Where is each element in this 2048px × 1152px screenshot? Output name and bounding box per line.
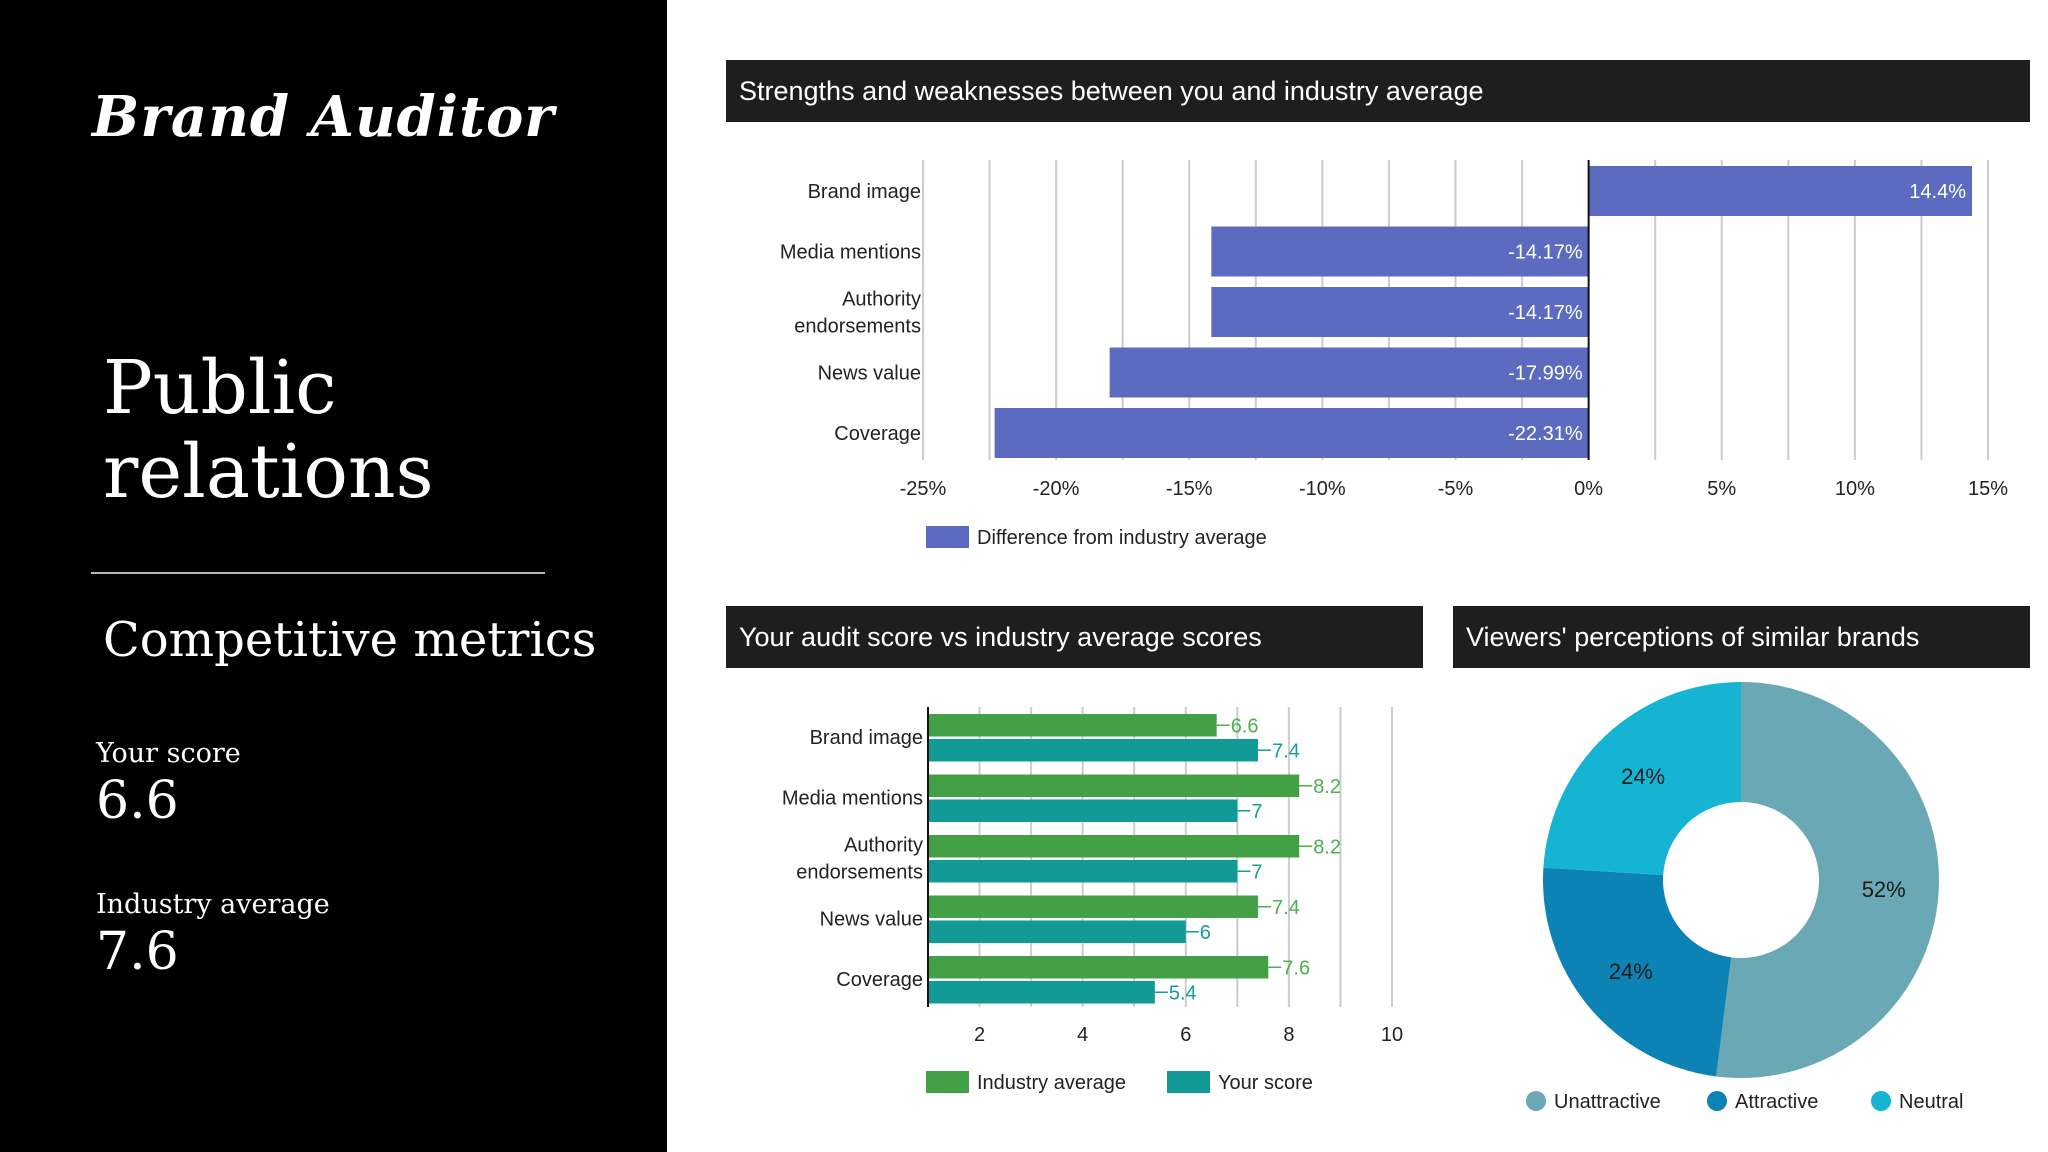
bar bbox=[928, 981, 1155, 1004]
your-score-value: 6.6 bbox=[96, 771, 179, 831]
category-label: endorsements bbox=[794, 316, 921, 338]
slice-label: 52% bbox=[1862, 877, 1906, 902]
data-label: 7.4 bbox=[1272, 897, 1300, 919]
tick-label: 8 bbox=[1283, 1024, 1294, 1046]
tick-label: 5% bbox=[1707, 478, 1736, 500]
page-title: Public relations bbox=[103, 345, 434, 515]
industry-average-value: 7.6 bbox=[96, 922, 179, 982]
legend-swatch bbox=[926, 1071, 969, 1093]
sidebar: Brand Auditor Public relations Competiti… bbox=[0, 0, 667, 1152]
bar bbox=[1211, 226, 1589, 277]
tick-label: 10 bbox=[1381, 1024, 1403, 1046]
tick-label: 6 bbox=[1180, 1024, 1191, 1046]
data-label: 6 bbox=[1200, 922, 1211, 944]
tick-label: 0% bbox=[1574, 478, 1603, 500]
data-label: 7.6 bbox=[1282, 957, 1310, 979]
tick-label: 10% bbox=[1835, 478, 1875, 500]
data-label: -22.31% bbox=[1508, 423, 1583, 445]
data-label: 8.2 bbox=[1313, 836, 1341, 858]
bar bbox=[928, 920, 1186, 943]
brand-logo: Brand Auditor bbox=[92, 84, 555, 150]
legend-label: Industry average bbox=[977, 1072, 1126, 1094]
donut-slice bbox=[1716, 682, 1939, 1078]
bar bbox=[928, 799, 1238, 822]
bar bbox=[928, 774, 1300, 797]
legend-label: Unattractive bbox=[1554, 1091, 1661, 1113]
category-label: Brand image bbox=[808, 181, 921, 203]
divider bbox=[91, 572, 545, 574]
section-heading: Competitive metrics bbox=[103, 612, 597, 668]
strengths-chart-title: Strengths and weaknesses between you and… bbox=[726, 60, 2030, 122]
tick-label: -10% bbox=[1299, 478, 1346, 500]
tick-label: -25% bbox=[900, 478, 947, 500]
bar bbox=[1109, 347, 1589, 398]
data-label: -14.17% bbox=[1508, 302, 1583, 324]
category-label: News value bbox=[818, 363, 921, 385]
category-label: Brand image bbox=[810, 727, 923, 749]
bar bbox=[928, 895, 1258, 918]
bar bbox=[1211, 287, 1589, 337]
bar bbox=[994, 408, 1589, 458]
legend-swatch bbox=[926, 526, 969, 548]
tick-label: -5% bbox=[1438, 478, 1474, 500]
legend-marker bbox=[1526, 1091, 1546, 1111]
legend-label: Difference from industry average bbox=[977, 527, 1267, 549]
bar bbox=[928, 714, 1217, 737]
slice-label: 24% bbox=[1621, 764, 1665, 789]
bar bbox=[928, 956, 1269, 979]
legend-label: Neutral bbox=[1899, 1091, 1963, 1113]
category-label: Media mentions bbox=[780, 242, 921, 264]
legend-marker bbox=[1707, 1091, 1727, 1111]
tick-label: -20% bbox=[1033, 478, 1080, 500]
donut-slice bbox=[1543, 867, 1732, 1077]
bar bbox=[1588, 166, 1973, 216]
tick-label: 2 bbox=[974, 1024, 985, 1046]
perceptions-chart-title: Viewers' perceptions of similar brands bbox=[1453, 606, 2030, 668]
bar bbox=[928, 739, 1258, 762]
category-label: endorsements bbox=[796, 862, 923, 884]
data-label: 7.4 bbox=[1272, 740, 1300, 762]
tick-label: 4 bbox=[1077, 1024, 1088, 1046]
donut-slice bbox=[1543, 682, 1741, 876]
bar bbox=[928, 835, 1300, 858]
category-label: News value bbox=[820, 909, 923, 931]
legend-label: Attractive bbox=[1735, 1091, 1818, 1113]
data-label: 7 bbox=[1251, 861, 1262, 883]
data-label: 6.6 bbox=[1231, 715, 1259, 737]
bar bbox=[928, 860, 1238, 883]
data-label: -17.99% bbox=[1508, 363, 1583, 385]
scores-chart-title: Your audit score vs industry average sco… bbox=[726, 606, 1423, 668]
legend-marker bbox=[1871, 1091, 1891, 1111]
data-label: -14.17% bbox=[1508, 242, 1583, 264]
your-score-label: Your score bbox=[96, 738, 241, 769]
legend-swatch bbox=[1167, 1071, 1210, 1093]
category-label: Coverage bbox=[836, 969, 923, 991]
legend-label: Your score bbox=[1218, 1072, 1313, 1094]
data-label: 14.4% bbox=[1909, 181, 1966, 203]
data-label: 7 bbox=[1251, 801, 1262, 823]
tick-label: -15% bbox=[1166, 478, 1213, 500]
slice-label: 24% bbox=[1609, 959, 1653, 984]
industry-average-label: Industry average bbox=[96, 889, 330, 920]
category-label: Coverage bbox=[834, 423, 921, 445]
tick-label: 15% bbox=[1968, 478, 2008, 500]
data-label: 5.4 bbox=[1169, 982, 1197, 1004]
category-label: Media mentions bbox=[782, 788, 923, 810]
category-label: Authority bbox=[842, 289, 921, 311]
category-label: Authority bbox=[844, 835, 923, 857]
data-label: 8.2 bbox=[1313, 776, 1341, 798]
